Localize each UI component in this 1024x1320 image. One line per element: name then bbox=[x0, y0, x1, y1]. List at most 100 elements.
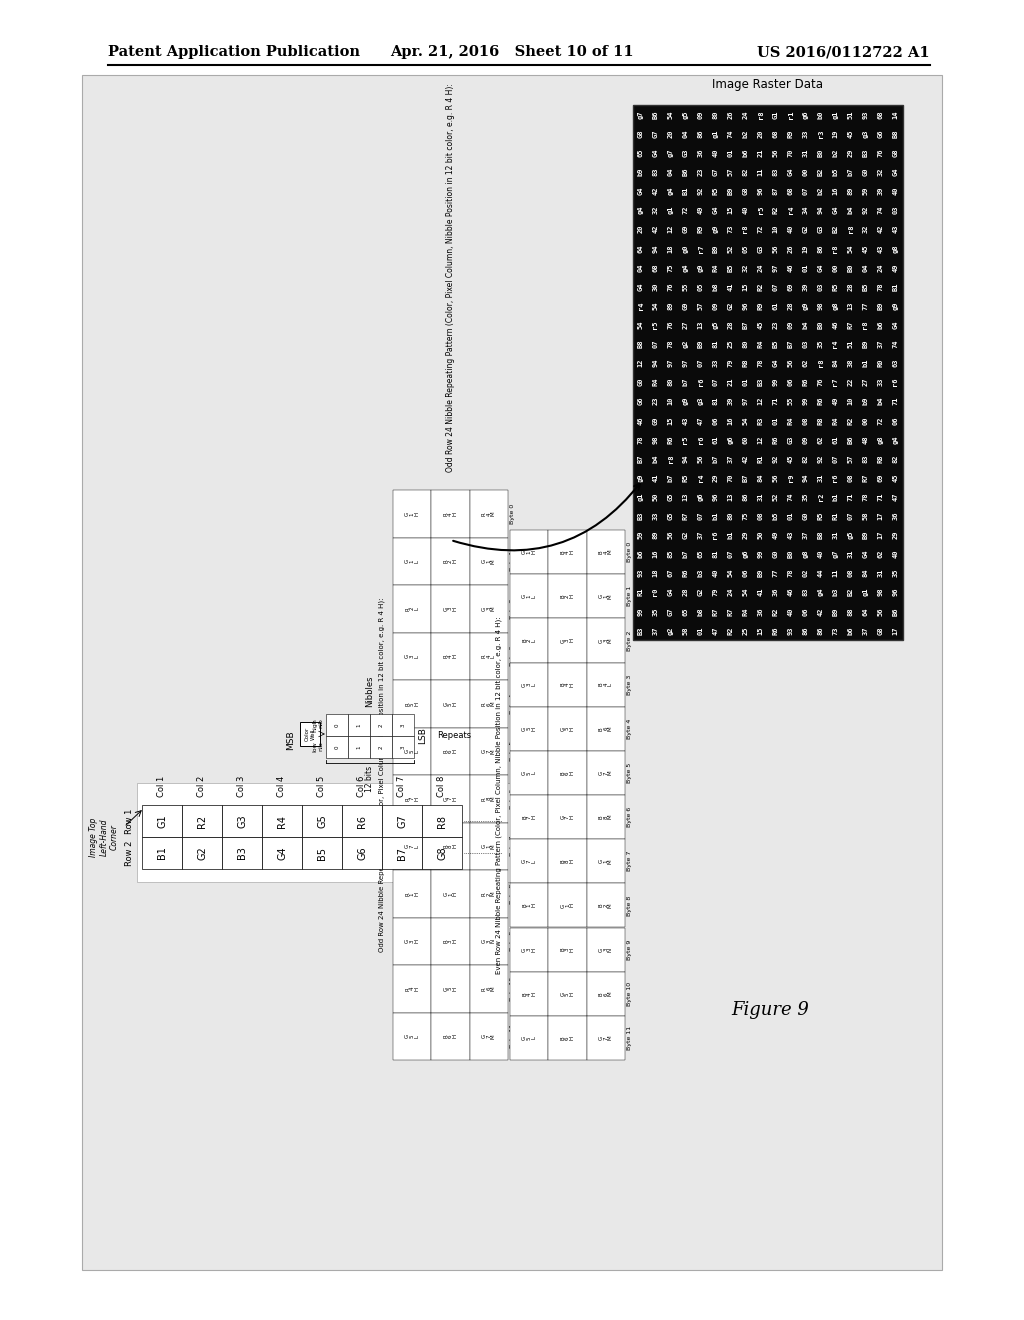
Text: 86: 86 bbox=[697, 129, 703, 137]
Bar bbox=[82, 75, 942, 1270]
Text: g4: g4 bbox=[817, 587, 823, 597]
Text: G
7
M: G 7 M bbox=[599, 771, 613, 775]
Text: 81: 81 bbox=[713, 339, 719, 348]
Text: G
1
H: G 1 H bbox=[522, 550, 537, 554]
Text: B
1
H: B 1 H bbox=[522, 903, 537, 907]
Text: G2: G2 bbox=[683, 531, 688, 539]
Text: 54: 54 bbox=[638, 321, 643, 329]
Text: 01: 01 bbox=[727, 149, 733, 157]
Text: 86: 86 bbox=[817, 244, 823, 252]
Text: 54: 54 bbox=[652, 301, 658, 310]
Text: 17: 17 bbox=[893, 626, 898, 635]
Text: 40: 40 bbox=[742, 206, 749, 214]
Bar bbox=[510, 706, 548, 751]
Text: G
7
M: G 7 M bbox=[481, 748, 496, 754]
Text: 56: 56 bbox=[787, 359, 794, 367]
Text: r8: r8 bbox=[668, 454, 674, 463]
Text: b1: b1 bbox=[833, 492, 839, 502]
Text: B
6
M: B 6 M bbox=[599, 726, 613, 731]
Text: R4: R4 bbox=[833, 416, 839, 425]
Text: R
4
H: R 4 H bbox=[406, 986, 419, 991]
Text: 12: 12 bbox=[668, 224, 674, 234]
Bar bbox=[548, 928, 587, 972]
Text: B0: B0 bbox=[817, 149, 823, 157]
Text: US 2016/0112722 A1: US 2016/0112722 A1 bbox=[758, 45, 930, 59]
Text: B
6
M: B 6 M bbox=[599, 991, 613, 997]
Text: 71: 71 bbox=[893, 397, 898, 405]
Text: g5: g5 bbox=[683, 111, 688, 119]
Text: B9: B9 bbox=[713, 244, 719, 252]
Text: 29: 29 bbox=[893, 531, 898, 539]
Bar bbox=[431, 822, 470, 870]
Text: 78: 78 bbox=[878, 282, 884, 290]
Text: b5: b5 bbox=[772, 512, 778, 520]
Text: 62: 62 bbox=[878, 549, 884, 558]
Text: g1: g1 bbox=[638, 492, 643, 502]
Text: 82: 82 bbox=[742, 168, 749, 176]
Text: 78: 78 bbox=[758, 359, 764, 367]
Text: R6: R6 bbox=[772, 436, 778, 444]
Bar bbox=[393, 537, 431, 585]
Text: Byte 7: Byte 7 bbox=[627, 851, 632, 871]
Text: b2: b2 bbox=[833, 149, 839, 157]
Text: G6: G6 bbox=[878, 129, 884, 137]
Text: b7: b7 bbox=[713, 454, 719, 463]
Bar bbox=[393, 775, 431, 822]
Text: Byte 9: Byte 9 bbox=[627, 940, 632, 960]
Bar bbox=[393, 1012, 431, 1060]
Bar bbox=[470, 775, 508, 822]
Text: 01: 01 bbox=[787, 512, 794, 520]
Text: G3: G3 bbox=[683, 149, 688, 157]
Text: R6: R6 bbox=[683, 569, 688, 577]
Text: Col 6: Col 6 bbox=[357, 776, 367, 797]
Bar bbox=[510, 840, 548, 883]
Text: 92: 92 bbox=[817, 454, 823, 463]
Text: 24: 24 bbox=[878, 263, 884, 272]
Text: 39: 39 bbox=[878, 186, 884, 195]
Text: 81: 81 bbox=[713, 549, 719, 558]
Bar bbox=[431, 680, 470, 727]
Text: 40: 40 bbox=[713, 149, 719, 157]
Text: B7: B7 bbox=[397, 846, 407, 859]
Text: R5: R5 bbox=[817, 512, 823, 520]
Text: Byte 9: Byte 9 bbox=[510, 931, 515, 952]
Bar bbox=[393, 727, 431, 775]
Text: 04: 04 bbox=[668, 168, 674, 176]
Text: 07: 07 bbox=[713, 378, 719, 387]
Text: B0: B0 bbox=[817, 321, 823, 329]
Text: b3: b3 bbox=[697, 569, 703, 577]
Text: 42: 42 bbox=[652, 186, 658, 195]
Text: 21: 21 bbox=[727, 378, 733, 387]
Text: 25: 25 bbox=[742, 626, 749, 635]
Text: Byte 5: Byte 5 bbox=[627, 763, 632, 783]
Text: high
nib: high nib bbox=[312, 718, 323, 731]
Text: R1: R1 bbox=[833, 512, 839, 520]
Bar bbox=[137, 783, 517, 882]
Text: 1: 1 bbox=[356, 746, 361, 748]
Bar bbox=[470, 490, 508, 537]
Text: G4: G4 bbox=[893, 321, 898, 329]
Text: B8: B8 bbox=[817, 531, 823, 539]
Bar bbox=[548, 574, 587, 618]
Text: R
5
H: R 5 H bbox=[406, 702, 419, 706]
Text: R6: R6 bbox=[817, 397, 823, 405]
Text: r3: r3 bbox=[817, 129, 823, 137]
Text: 12: 12 bbox=[758, 397, 764, 405]
Bar bbox=[510, 928, 548, 972]
Text: b9: b9 bbox=[862, 397, 868, 405]
Text: g2: g2 bbox=[683, 339, 688, 348]
Text: G9: G9 bbox=[652, 416, 658, 425]
Text: R4: R4 bbox=[652, 378, 658, 387]
Text: 31: 31 bbox=[803, 149, 809, 157]
Text: B8: B8 bbox=[638, 339, 643, 348]
Text: G7: G7 bbox=[652, 129, 658, 137]
Text: B
8
M: B 8 M bbox=[599, 814, 613, 820]
Text: g9: g9 bbox=[803, 301, 809, 310]
Bar bbox=[587, 663, 625, 706]
Text: 23: 23 bbox=[652, 397, 658, 405]
Text: 46: 46 bbox=[787, 587, 794, 597]
Text: G3: G3 bbox=[237, 814, 247, 828]
Text: b6: b6 bbox=[742, 149, 749, 157]
Text: 07: 07 bbox=[697, 512, 703, 520]
Bar bbox=[431, 965, 470, 1012]
